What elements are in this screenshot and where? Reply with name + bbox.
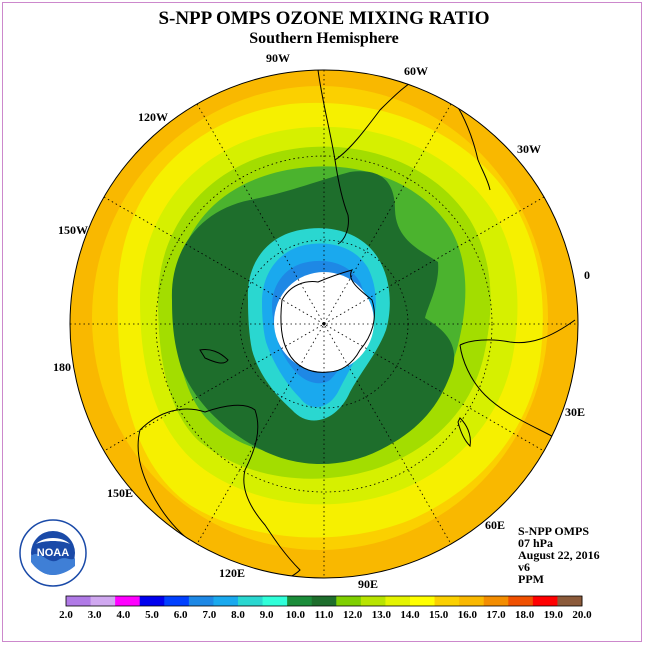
legend-swatch xyxy=(410,596,436,606)
lon-label-0: 0 xyxy=(584,268,590,282)
color-legend xyxy=(65,595,583,607)
lon-label-150w: 150W xyxy=(58,223,88,237)
legend-border xyxy=(65,595,583,607)
grid-lines xyxy=(70,70,578,578)
legend-swatch xyxy=(360,596,386,606)
info-instrument: S-NPP OMPS xyxy=(518,524,589,538)
legend-tick-label: 14.0 xyxy=(400,609,420,621)
meridian-30w-150e xyxy=(103,196,545,452)
legend-swatch xyxy=(164,596,190,606)
legend-swatch xyxy=(385,596,411,606)
legend-swatch xyxy=(287,596,313,606)
legend-tick-label: 8.0 xyxy=(231,609,245,621)
chart-title: S-NPP OMPS OZONE MIXING RATIO xyxy=(158,8,490,29)
legend-swatch xyxy=(311,596,337,606)
new-zealand-coast xyxy=(199,349,229,364)
meridian-120w-60e xyxy=(196,103,452,545)
info-version: v6 xyxy=(518,560,530,574)
legend-swatch xyxy=(532,596,558,606)
noaa-logo-text: NOAA xyxy=(37,547,69,559)
legend-swatch xyxy=(557,596,583,606)
legend-tick-label: 5.0 xyxy=(145,609,159,621)
legend-swatch xyxy=(115,596,141,606)
info-level: 07 hPa xyxy=(518,536,554,550)
lon-label-90w: 90W xyxy=(266,51,290,65)
legend-swatch xyxy=(188,596,214,606)
map-border xyxy=(69,69,579,579)
legend-tick-label: 18.0 xyxy=(515,609,535,621)
legend-swatch xyxy=(238,596,264,606)
legend-tick-label: 7.0 xyxy=(202,609,217,621)
lon-label-150e: 150E xyxy=(107,486,134,500)
chart-subtitle: Southern Hemisphere xyxy=(249,30,399,47)
legend-tick-label: 4.0 xyxy=(116,609,131,621)
page-frame xyxy=(2,2,642,642)
legend-tick-label: 19.0 xyxy=(543,609,563,621)
legend-swatch xyxy=(213,596,239,606)
legend-tick-label: 20.0 xyxy=(572,609,592,621)
legend-tick-label: 13.0 xyxy=(371,609,391,621)
legend-tick-label: 10.0 xyxy=(285,609,305,621)
info-box: S-NPP OMPS 07 hPa August 22, 2016 v6 PPM xyxy=(518,525,600,585)
lon-label-90e: 90E xyxy=(358,577,379,591)
meridian-150w-30e xyxy=(103,196,545,452)
lon-label-30e: 30E xyxy=(565,405,586,419)
madagascar-coast xyxy=(457,417,471,448)
legend-swatch xyxy=(459,596,485,606)
legend-tick-label: 9.0 xyxy=(259,609,274,621)
legend-tick-label: 11.0 xyxy=(314,609,334,621)
antarctica-coast xyxy=(280,269,375,373)
legend-swatch xyxy=(336,596,362,606)
legend-tick-label: 3.0 xyxy=(87,609,102,621)
meridian-60w-120e xyxy=(196,103,452,545)
lon-label-60e: 60E xyxy=(485,518,506,532)
legend-swatch xyxy=(508,596,534,606)
australia-coast xyxy=(137,404,301,578)
legend-swatch xyxy=(483,596,509,606)
legend-swatch xyxy=(262,596,288,606)
legend-swatch xyxy=(66,596,92,606)
legend-tick-label: 2.0 xyxy=(59,609,73,621)
legend-tick-label: 6.0 xyxy=(173,609,188,621)
pole-dot xyxy=(322,322,326,326)
lon-label-120w: 120W xyxy=(138,110,168,124)
info-date: August 22, 2016 xyxy=(518,548,600,562)
lon-label-180: 180 xyxy=(53,360,71,374)
legend-tick-label: 15.0 xyxy=(429,609,449,621)
legend-swatch xyxy=(139,596,165,606)
legend-tick-label: 16.0 xyxy=(457,609,477,621)
lon-label-30w: 30W xyxy=(517,142,541,156)
legend-swatch xyxy=(434,596,460,606)
noaa-logo: NOAA xyxy=(19,519,87,587)
legend-swatch xyxy=(90,596,116,606)
legend-tick-label: 12.0 xyxy=(343,609,363,621)
lon-label-120e: 120E xyxy=(219,566,246,580)
legend-tick-label: 17.0 xyxy=(486,609,506,621)
info-units: PPM xyxy=(518,572,544,586)
lon-label-60w: 60W xyxy=(404,64,428,78)
